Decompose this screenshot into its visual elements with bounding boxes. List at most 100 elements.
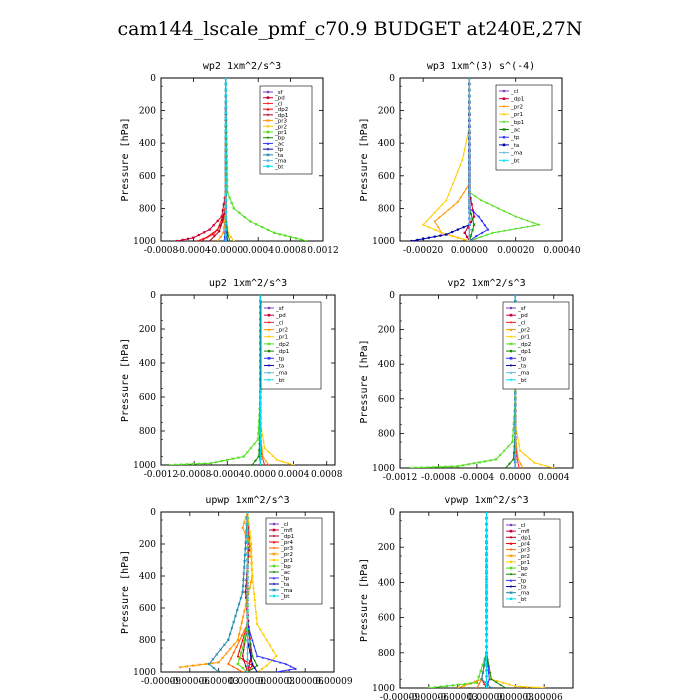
legend-entry: _tp — [510, 135, 520, 141]
data-point — [259, 457, 262, 461]
data-point — [284, 234, 287, 237]
legend-entry: _dp1 — [517, 349, 531, 355]
data-point — [259, 439, 262, 442]
legend-entry: _ta — [275, 363, 284, 369]
data-point — [479, 669, 482, 672]
data-point — [259, 433, 262, 436]
data-point — [427, 686, 430, 688]
data-point — [508, 462, 511, 465]
data-point — [485, 686, 488, 688]
legend-box — [259, 85, 313, 175]
legend-marker — [509, 349, 513, 353]
data-point — [215, 653, 219, 656]
data-point — [212, 224, 215, 227]
data-point — [468, 152, 471, 155]
data-point — [224, 129, 227, 132]
data-point — [286, 462, 290, 465]
data-point — [246, 578, 249, 581]
legend-marker — [267, 313, 271, 317]
data-point — [239, 596, 243, 600]
legend-entry: _ma — [510, 151, 522, 157]
data-point — [224, 210, 227, 213]
data-point — [258, 449, 261, 452]
legend-entry: _tp — [280, 576, 290, 582]
series-line-dp2 — [201, 78, 227, 241]
legend-entry: _dp1 — [274, 113, 288, 119]
y-axis-label: Pressure [hPa] — [120, 117, 131, 201]
data-point — [239, 644, 243, 647]
data-point — [224, 222, 227, 225]
x-tick-label: -0.0000 — [209, 246, 244, 256]
data-point — [251, 664, 254, 667]
data-point — [462, 226, 465, 229]
data-point — [485, 645, 488, 649]
x-tick-label: 0.00003 — [258, 677, 295, 687]
data-point — [249, 649, 252, 652]
data-point — [246, 572, 249, 575]
data-point — [516, 436, 519, 439]
data-point — [251, 654, 254, 658]
data-point — [468, 175, 471, 179]
legend-entry: _ma — [517, 371, 529, 377]
data-point — [486, 664, 490, 668]
data-point — [468, 164, 471, 167]
data-point — [224, 111, 227, 115]
data-point — [218, 230, 221, 233]
data-point — [517, 458, 520, 461]
data-point — [537, 686, 540, 688]
x-tick-label: -0.00020 — [403, 246, 444, 256]
legend: _cl_mfl_dp1_pr4_pr3_pr2_pr1_bp_ac_tp_ta_… — [502, 518, 561, 608]
data-point — [247, 665, 250, 668]
plot-frame — [399, 77, 563, 242]
data-point — [253, 659, 256, 662]
data-point — [227, 662, 230, 666]
data-point — [456, 228, 459, 231]
data-point — [253, 592, 256, 596]
data-point — [522, 466, 524, 468]
data-point — [275, 654, 278, 658]
x-tick-label: -0.0008 — [144, 246, 179, 256]
legend-entry: _ma — [275, 371, 287, 377]
legend-marker — [502, 105, 506, 108]
data-point — [472, 223, 476, 227]
data-point — [224, 140, 227, 144]
data-point — [472, 461, 476, 465]
data-point — [191, 664, 195, 667]
data-point — [236, 638, 240, 642]
legend-entry: _cl — [517, 523, 526, 529]
data-point — [241, 638, 244, 642]
data-point — [214, 460, 218, 464]
legend-entry: _pr1 — [274, 130, 287, 136]
legend: _sf_pd_cl _pr2_pr1_dp2_dp1_tp_ta _ma_bt — [260, 301, 322, 390]
legend-marker — [509, 523, 513, 527]
data-point — [250, 562, 254, 565]
data-point — [468, 228, 471, 231]
data-point — [468, 82, 471, 85]
y-tick-label: 200 — [378, 107, 395, 117]
legend-marker — [502, 143, 506, 147]
data-point — [249, 580, 253, 584]
data-point — [422, 223, 425, 226]
y-tick-label: 1000 — [372, 237, 395, 247]
data-point — [256, 664, 259, 667]
data-point — [511, 428, 515, 432]
data-point — [485, 604, 488, 607]
data-point — [426, 465, 430, 468]
data-point — [211, 657, 215, 661]
data-point — [259, 409, 262, 412]
x-tick-label: 0.0004 — [242, 246, 274, 256]
data-point — [456, 200, 459, 203]
data-point — [485, 534, 488, 537]
series-line-dp1 — [209, 78, 227, 241]
data-point — [445, 199, 448, 202]
data-point — [246, 627, 249, 631]
data-point — [523, 453, 527, 456]
data-point — [533, 461, 536, 464]
data-point — [289, 235, 292, 239]
x-tick-label: 0.00006 — [287, 677, 324, 687]
data-point — [445, 233, 448, 236]
legend-marker — [509, 356, 513, 360]
legend-marker — [509, 335, 513, 339]
y-tick-label: 200 — [139, 325, 156, 335]
data-point — [489, 686, 493, 688]
